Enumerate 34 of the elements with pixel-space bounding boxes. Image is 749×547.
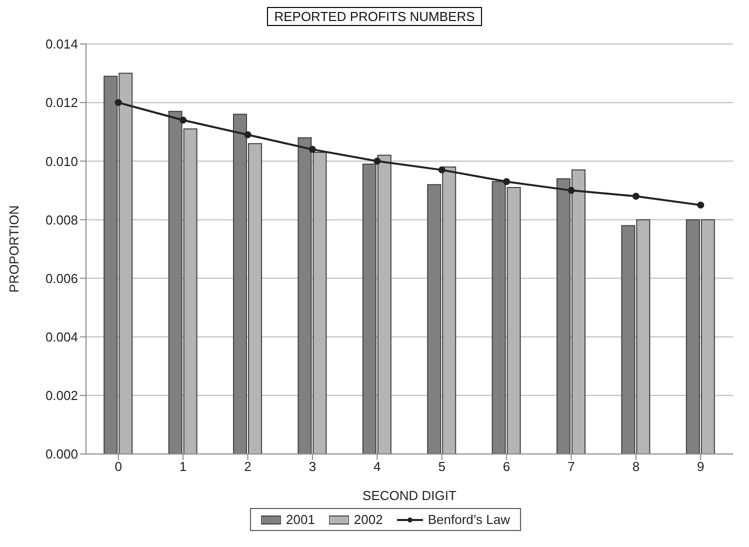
y-tick-label: 0.012: [45, 95, 78, 110]
chart-title: REPORTED PROFITS NUMBERS: [267, 7, 482, 26]
legend-label: 2002: [354, 512, 383, 527]
point: [503, 178, 510, 186]
point: [308, 146, 316, 153]
point: [697, 202, 704, 209]
point: [632, 192, 640, 200]
point: [180, 116, 187, 124]
point: [374, 158, 381, 165]
y-tick-label: 0.010: [45, 154, 78, 169]
x-tick-label: 7: [568, 459, 575, 474]
x-tick-label: 0: [114, 459, 122, 474]
x-tick-label: 8: [632, 459, 640, 474]
x-tick-label: 6: [502, 459, 510, 474]
y-tick-label: 0.006: [45, 270, 78, 286]
legend-label: 2001: [286, 512, 315, 527]
x-tick-label: 9: [697, 459, 704, 474]
x-tick-label: 1: [179, 459, 187, 474]
x-tick-label: 2: [244, 459, 252, 474]
y-tick-label: 0.008: [45, 212, 78, 228]
point: [568, 186, 575, 194]
x-axis-title: SECOND DIGIT: [362, 488, 456, 503]
point: [438, 166, 446, 174]
legend-label: Benford’s Law: [428, 512, 510, 527]
y-tick-label: 0.014: [45, 36, 78, 52]
y-tick-label: 0.004: [45, 329, 78, 344]
point: [114, 99, 122, 106]
x-tick-label: 5: [438, 459, 446, 474]
x-tick-label: 3: [308, 459, 316, 474]
x-tick-label: 4: [374, 459, 381, 474]
y-tick-label: 0.000: [45, 446, 78, 462]
point: [244, 131, 252, 138]
y-axis-title: PROPORTION: [6, 205, 22, 293]
y-tick-label: 0.002: [45, 388, 78, 404]
